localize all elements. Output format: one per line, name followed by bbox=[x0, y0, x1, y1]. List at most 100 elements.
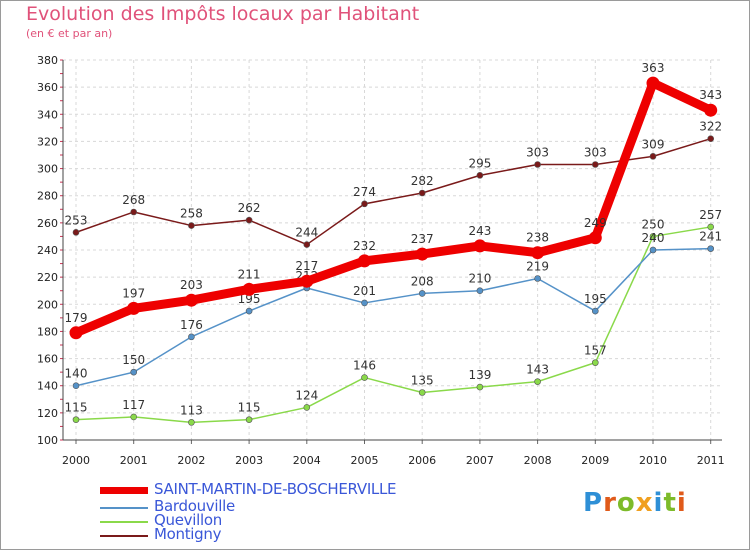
data-point-saint-martin-de-boscherville bbox=[704, 103, 718, 117]
data-label-saint-martin-de-boscherville: 243 bbox=[468, 224, 491, 238]
data-label-montigny: 295 bbox=[468, 156, 491, 170]
legend-swatch-quevillon bbox=[100, 521, 148, 523]
y-tick-label: 300 bbox=[37, 163, 58, 176]
data-label-montigny: 268 bbox=[122, 193, 145, 207]
data-label-quevillon: 257 bbox=[699, 208, 722, 222]
x-tick-label: 2008 bbox=[524, 454, 552, 467]
data-label-bardouville: 150 bbox=[122, 353, 145, 367]
data-point-saint-martin-de-boscherville bbox=[184, 293, 198, 307]
data-label-bardouville: 219 bbox=[526, 260, 549, 274]
x-tick-label: 2001 bbox=[120, 454, 148, 467]
logo-letter: P bbox=[583, 488, 604, 518]
y-tick-label: 340 bbox=[37, 108, 58, 121]
data-label-saint-martin-de-boscherville: 217 bbox=[295, 259, 318, 273]
data-label-montigny: 274 bbox=[353, 185, 376, 199]
data-label-saint-martin-de-boscherville: 249 bbox=[584, 216, 607, 230]
data-point-montigny bbox=[130, 208, 137, 216]
logo-letter: o bbox=[616, 488, 636, 518]
data-label-bardouville: 241 bbox=[699, 230, 722, 244]
y-tick-label: 220 bbox=[37, 271, 58, 284]
series-line-montigny bbox=[75, 137, 712, 246]
x-tick-label: 2010 bbox=[639, 454, 667, 467]
legend-swatch-bardouville bbox=[100, 507, 148, 509]
data-label-quevillon: 115 bbox=[238, 401, 261, 415]
data-point-montigny bbox=[188, 222, 195, 229]
legend-swatch-montigny bbox=[100, 535, 148, 537]
data-label-saint-martin-de-boscherville: 238 bbox=[526, 231, 549, 245]
data-label-montigny: 309 bbox=[642, 137, 665, 151]
data-point-quevillon bbox=[591, 359, 599, 366]
legend-label-quevillon: Quevillon bbox=[154, 511, 222, 529]
logo-letter: i bbox=[676, 488, 687, 518]
data-point-montigny bbox=[245, 216, 253, 224]
x-tick-label: 2009 bbox=[581, 454, 609, 467]
data-point-saint-martin-de-boscherville bbox=[127, 301, 141, 315]
x-tick-label: 2000 bbox=[62, 454, 90, 467]
data-label-montigny: 322 bbox=[699, 120, 722, 134]
data-label-montigny: 303 bbox=[526, 146, 549, 160]
data-point-bardouville bbox=[188, 333, 195, 341]
data-label-saint-martin-de-boscherville: 203 bbox=[180, 278, 203, 292]
logo-letter: r bbox=[603, 488, 617, 518]
data-point-bardouville bbox=[245, 307, 253, 315]
data-label-bardouville: 240 bbox=[642, 231, 665, 245]
data-point-quevillon bbox=[245, 416, 253, 423]
data-point-quevillon bbox=[707, 223, 715, 231]
logo-letter: x bbox=[635, 488, 654, 518]
data-point-montigny bbox=[649, 153, 657, 160]
legend-label-saint-martin: SAINT-MARTIN-DE-BOSCHERVILLE bbox=[154, 480, 397, 498]
data-label-montigny: 303 bbox=[584, 146, 607, 160]
data-point-bardouville bbox=[649, 246, 657, 254]
data-point-quevillon bbox=[130, 413, 137, 421]
data-point-bardouville bbox=[707, 245, 715, 252]
data-label-saint-martin-de-boscherville: 179 bbox=[65, 311, 88, 325]
data-label-montigny: 262 bbox=[238, 201, 261, 215]
logo-letter: t bbox=[663, 488, 677, 518]
data-point-montigny bbox=[707, 135, 715, 143]
data-label-montigny: 282 bbox=[411, 174, 434, 188]
data-label-quevillon: 250 bbox=[642, 217, 665, 231]
data-point-quevillon bbox=[188, 419, 195, 426]
data-point-bardouville bbox=[418, 290, 426, 297]
x-tick-label: 2003 bbox=[235, 454, 263, 467]
data-label-bardouville: 201 bbox=[353, 284, 376, 298]
data-point-quevillon bbox=[303, 404, 311, 411]
data-point-saint-martin-de-boscherville bbox=[646, 76, 660, 90]
chart-title: Evolution des Impôts locaux par Habitant bbox=[26, 3, 420, 25]
data-label-montigny: 244 bbox=[295, 226, 318, 240]
data-point-saint-martin-de-boscherville bbox=[358, 254, 371, 268]
data-point-montigny bbox=[361, 200, 368, 208]
legend-label-bardouville: Bardouville bbox=[154, 497, 235, 515]
data-point-quevillon bbox=[649, 233, 657, 240]
data-label-quevillon: 124 bbox=[295, 388, 318, 402]
data-point-montigny bbox=[418, 189, 426, 197]
data-point-montigny bbox=[476, 172, 484, 179]
x-tick-label: 2011 bbox=[697, 454, 725, 467]
y-tick-label: 140 bbox=[37, 380, 58, 393]
legend-label-montigny: Montigny bbox=[154, 525, 222, 543]
data-point-saint-martin-de-boscherville bbox=[531, 246, 545, 260]
series-line-saint-martin-de-boscherville bbox=[71, 78, 716, 338]
data-point-quevillon bbox=[534, 378, 541, 385]
data-label-bardouville: 208 bbox=[411, 274, 434, 288]
data-point-montigny bbox=[591, 161, 599, 168]
data-point-quevillon bbox=[418, 389, 426, 396]
y-tick-label: 380 bbox=[37, 54, 58, 67]
proxiti-logo: Proxiti bbox=[583, 488, 687, 518]
y-tick-label: 180 bbox=[37, 325, 58, 338]
x-tick-label: 2004 bbox=[293, 454, 321, 467]
data-label-quevillon: 135 bbox=[411, 374, 434, 388]
x-tick-label: 2002 bbox=[177, 454, 205, 467]
y-tick-label: 120 bbox=[37, 407, 58, 420]
data-label-bardouville: 140 bbox=[65, 367, 88, 381]
data-label-bardouville: 195 bbox=[584, 292, 607, 306]
y-tick-label: 320 bbox=[37, 135, 58, 148]
y-tick-label: 200 bbox=[37, 298, 58, 311]
data-point-saint-martin-de-boscherville bbox=[242, 282, 256, 296]
y-tick-label: 360 bbox=[37, 81, 58, 94]
data-point-quevillon bbox=[361, 374, 368, 381]
legend-swatch-saint-martin bbox=[100, 487, 148, 494]
data-label-quevillon: 117 bbox=[122, 398, 145, 412]
series-line-bardouville bbox=[75, 247, 712, 387]
